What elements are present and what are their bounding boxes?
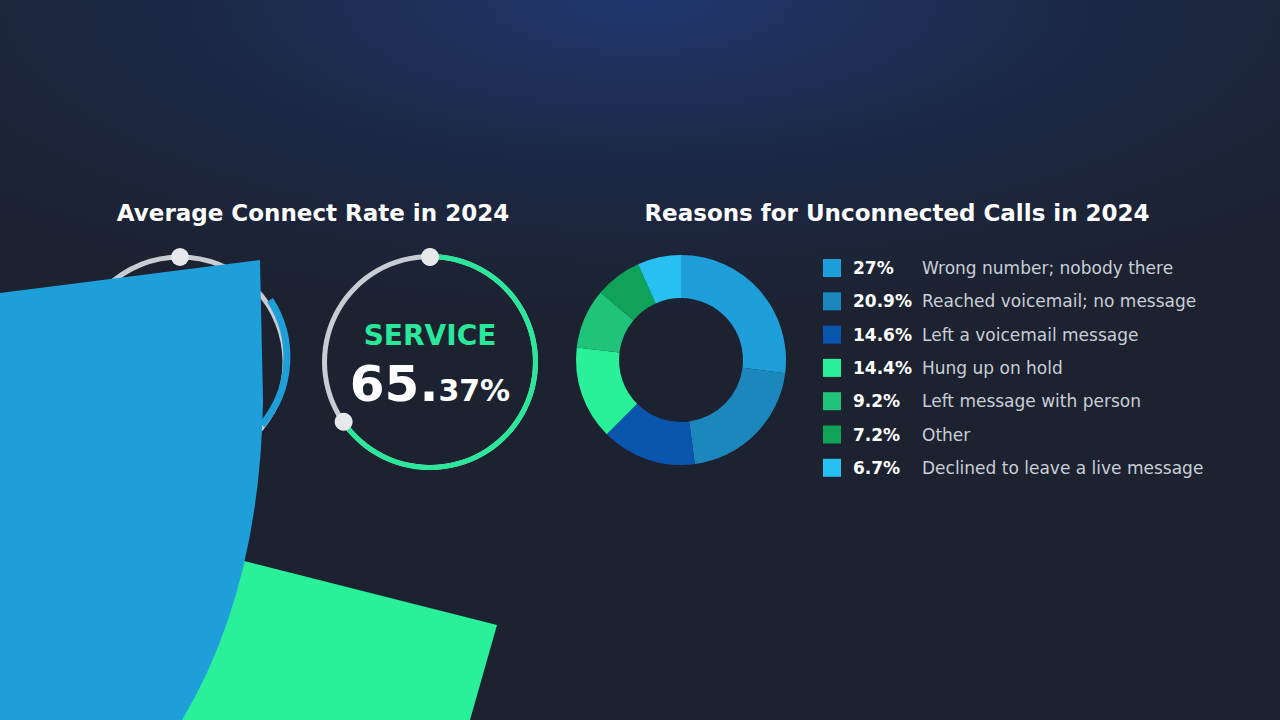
svg-text:20.9%: 20.9%: [853, 291, 912, 311]
svg-text:7.2%: 7.2%: [853, 425, 900, 445]
svg-text:9.2%: 9.2%: [853, 391, 900, 411]
svg-text:Declined to leave a live messa: Declined to leave a live message: [922, 458, 1203, 478]
svg-text:14.6%: 14.6%: [853, 325, 912, 345]
svg-text:6.7%: 6.7%: [853, 458, 900, 478]
svg-text:Left message with person: Left message with person: [922, 391, 1141, 411]
svg-text:Average Connect Rate in 2024: Average Connect Rate in 2024: [117, 200, 509, 226]
svg-text:65.: 65.: [350, 355, 439, 413]
svg-text:27%: 27%: [853, 258, 894, 278]
svg-text:14.4%: 14.4%: [853, 358, 912, 378]
svg-text:Hung up on hold: Hung up on hold: [922, 358, 1063, 378]
svg-text:Reasons for Unconnected Calls: Reasons for Unconnected Calls in 2024: [644, 200, 1149, 226]
svg-text:37%: 37%: [438, 373, 510, 408]
svg-text:SERVICE: SERVICE: [364, 319, 497, 352]
svg-text:Wrong number; nobody there: Wrong number; nobody there: [922, 258, 1173, 278]
svg-text:Reached voicemail; no message: Reached voicemail; no message: [922, 291, 1196, 311]
svg-text:Left a voicemail message: Left a voicemail message: [922, 325, 1138, 345]
svg-text:Other: Other: [922, 425, 970, 445]
